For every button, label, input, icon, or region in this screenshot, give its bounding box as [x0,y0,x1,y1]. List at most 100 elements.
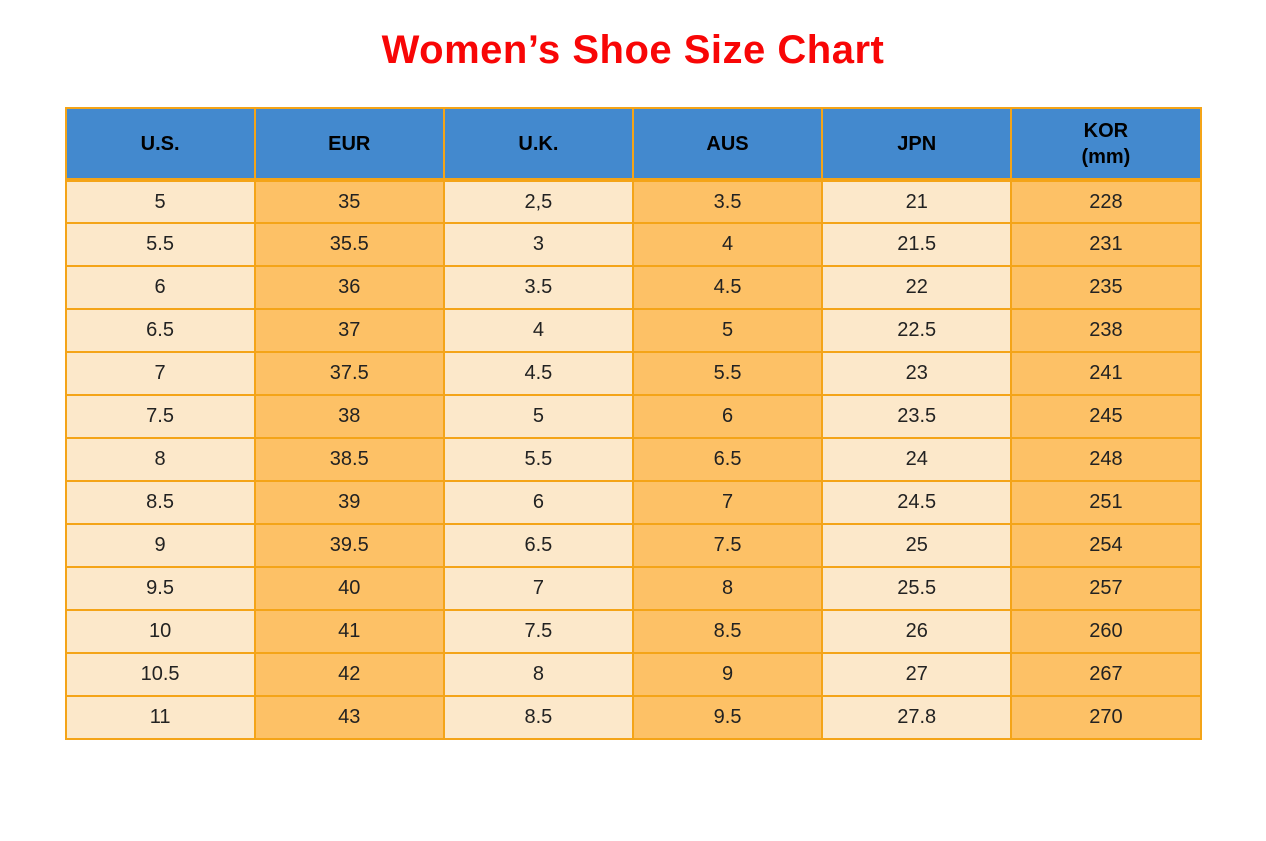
table-cell: 26 [821,609,1013,654]
column-header-us: U.S. [64,107,256,182]
table-cell: 9 [64,523,256,568]
table-cell: 6.5 [64,308,256,353]
column-header-label: U.K. [518,132,559,155]
table-cell: 5.5 [442,437,634,482]
table-cell: 8 [64,437,256,482]
page: Women’s Shoe Size Chart U.S. EUR U.K. AUS JP… [0,26,1266,740]
table-row: 7.5 38 5 6 23.5 245 [64,394,1202,439]
table-cell: 25.5 [821,566,1013,611]
table-cell: 2,5 [442,179,634,224]
table-cell: 25 [821,523,1013,568]
column-header-kor: KOR (mm) [1010,107,1202,182]
column-header-label: KOR [1083,119,1129,142]
table-row: 9.5 40 7 8 25.5 257 [64,566,1202,611]
table-cell: 38.5 [253,437,445,482]
table-row: 8 38.5 5.5 6.5 24 248 [64,437,1202,482]
column-header-uk: U.K. [442,107,634,182]
table-cell: 21.5 [821,222,1013,267]
table-cell: 6 [64,265,256,310]
page-title: Women’s Shoe Size Chart [381,28,885,72]
table-cell: 7.5 [631,523,824,568]
table-cell: 5 [442,394,634,439]
column-header-eur: EUR [253,107,445,182]
table-cell: 22 [821,265,1013,310]
table-cell: 6.5 [442,523,634,568]
table-cell: 8.5 [631,609,824,654]
table-cell: 39.5 [253,523,445,568]
table-row: 5 35 2,5 3.5 21 228 [64,179,1202,224]
table-cell: 23 [821,351,1013,396]
table-row: 10.5 42 8 9 27 267 [64,652,1202,697]
table-cell: 6 [631,394,824,439]
table-cell: 4.5 [442,351,634,396]
table-cell: 6 [442,480,634,525]
table-cell: 5 [631,308,824,353]
column-header-jpn: JPN [821,107,1013,182]
table-cell: 245 [1010,394,1202,439]
column-header-label: AUS [706,132,749,155]
table-cell: 270 [1010,695,1202,740]
table-cell: 23.5 [821,394,1013,439]
table-cell: 27.8 [821,695,1013,740]
table-cell: 35.5 [253,222,445,267]
table-row: 8.5 39 6 7 24.5 251 [64,480,1202,525]
table-cell: 10.5 [64,652,256,697]
table-cell: 6.5 [631,437,824,482]
header-row: U.S. EUR U.K. AUS JPN KOR (mm) [64,107,1202,182]
table-cell: 251 [1010,480,1202,525]
column-header-label: U.S. [140,132,180,155]
table-cell: 248 [1010,437,1202,482]
table-cell: 7 [631,480,824,525]
table-cell: 8.5 [64,480,256,525]
table-cell: 241 [1010,351,1202,396]
table-cell: 5.5 [64,222,256,267]
table-cell: 260 [1010,609,1202,654]
table-cell: 7 [64,351,256,396]
table-cell: 238 [1010,308,1202,353]
table-cell: 9 [631,652,824,697]
table-cell: 41 [253,609,445,654]
table-cell: 5.5 [631,351,824,396]
table-cell: 8 [631,566,824,611]
table-cell: 11 [64,695,256,740]
table-cell: 8 [442,652,634,697]
column-header-aus: AUS [631,107,824,182]
column-header-sublabel: (mm) [1081,145,1131,168]
table-cell: 257 [1010,566,1202,611]
table-row: 5.5 35.5 3 4 21.5 231 [64,222,1202,267]
table-cell: 7 [442,566,634,611]
table-cell: 254 [1010,523,1202,568]
table-row: 10 41 7.5 8.5 26 260 [64,609,1202,654]
table-cell: 36 [253,265,445,310]
table-cell: 5 [64,179,256,224]
table-row: 11 43 8.5 9.5 27.8 270 [64,695,1202,740]
table-row: 6 36 3.5 4.5 22 235 [64,265,1202,310]
table-row: 7 37.5 4.5 5.5 23 241 [64,351,1202,396]
table-cell: 9.5 [64,566,256,611]
table-cell: 8.5 [442,695,634,740]
table-cell: 27 [821,652,1013,697]
table-cell: 40 [253,566,445,611]
column-header-label: JPN [897,132,937,155]
table-cell: 24.5 [821,480,1013,525]
table-cell: 228 [1010,179,1202,224]
table-cell: 3.5 [442,265,634,310]
table-cell: 22.5 [821,308,1013,353]
table-row: 9 39.5 6.5 7.5 25 254 [64,523,1202,568]
table-cell: 3.5 [631,179,824,224]
table-cell: 4 [442,308,634,353]
table-cell: 39 [253,480,445,525]
table-cell: 231 [1010,222,1202,267]
table-cell: 43 [253,695,445,740]
column-header-label: EUR [328,132,371,155]
table-cell: 9.5 [631,695,824,740]
table-cell: 24 [821,437,1013,482]
table-container: U.S. EUR U.K. AUS JPN KOR (mm) 5 35 2,5 3.5 21 228 5… [0,107,1266,740]
table-cell: 37 [253,308,445,353]
table-cell: 35 [253,179,445,224]
table-row: 6.5 37 4 5 22.5 238 [64,308,1202,353]
table-cell: 235 [1010,265,1202,310]
table-cell: 7.5 [64,394,256,439]
table-cell: 21 [821,179,1013,224]
table-cell: 38 [253,394,445,439]
